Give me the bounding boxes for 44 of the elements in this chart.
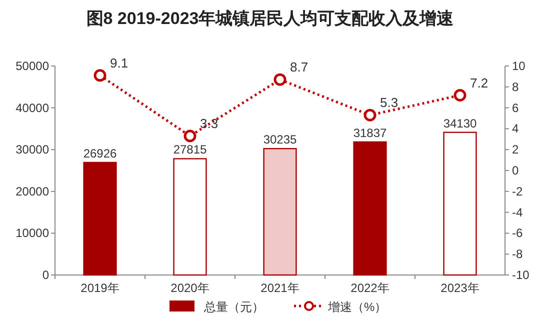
x-tick-label: 2019年	[80, 281, 120, 295]
data-label: 8.7	[290, 60, 308, 75]
bar	[83, 162, 117, 276]
y2-tick-label: -8	[512, 247, 523, 262]
x-tick-label: 2020年	[170, 281, 210, 295]
x-tick-label: 2021年	[260, 281, 300, 295]
data-label: 34130	[443, 116, 478, 130]
y2-tick-label: -2	[512, 184, 523, 198]
y2-tick-label: -10	[512, 268, 530, 282]
data-label: 7.2	[470, 75, 488, 90]
data-label: 30235	[263, 132, 298, 147]
y2-tick-label: 2	[512, 142, 519, 157]
point	[94, 69, 106, 82]
y2-tick-label: 10	[512, 59, 526, 73]
y2-tick-label: 8	[512, 80, 519, 94]
y2-tick-label: 6	[512, 100, 519, 115]
y2-tick-label: -4	[512, 205, 523, 220]
chart-title: 图8 2019-2023年城镇居民人均可支配收入及增速	[86, 9, 454, 28]
y2-tick-label: 0	[512, 164, 519, 178]
y2-tick-label: 4	[512, 122, 519, 136]
y-tick-label: 30000	[16, 142, 50, 157]
bar	[263, 148, 297, 276]
y2-tick-label: -6	[512, 226, 523, 240]
y-tick-label: 0	[42, 268, 50, 282]
point	[184, 130, 196, 142]
data-label: 9.1	[110, 55, 128, 70]
bar	[353, 141, 387, 276]
data-label: 5.3	[380, 95, 398, 110]
data-label: 31837	[353, 126, 388, 140]
bar	[173, 158, 207, 276]
point	[454, 89, 466, 102]
x-tick-label: 2023年	[440, 281, 480, 295]
y-tick-label: 20000	[16, 184, 50, 198]
data-label: 27815	[173, 142, 208, 157]
point	[364, 108, 376, 122]
bar	[443, 132, 477, 276]
y-tick-label: 50000	[16, 59, 50, 73]
data-label: 26926	[83, 146, 118, 160]
y-tick-label: 10000	[16, 226, 50, 240]
legend-label: 增速（%）	[327, 300, 387, 314]
legend-label: 总量（元）	[203, 300, 264, 314]
x-tick-label: 2022年	[350, 281, 390, 295]
y-tick-label: 40000	[16, 100, 50, 115]
point	[274, 73, 286, 86]
